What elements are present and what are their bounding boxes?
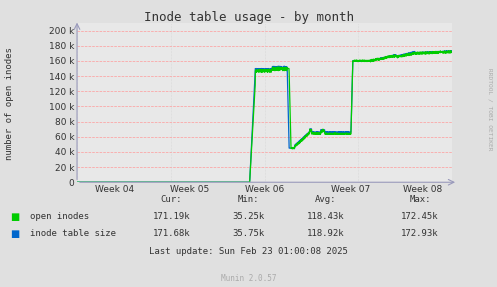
Text: ■: ■ [10,229,19,239]
Text: Max:: Max: [409,195,431,204]
Text: Inode table usage - by month: Inode table usage - by month [144,11,353,24]
Text: Munin 2.0.57: Munin 2.0.57 [221,274,276,283]
Text: Cur:: Cur: [161,195,182,204]
Text: Min:: Min: [238,195,259,204]
Text: 35.25k: 35.25k [233,212,264,221]
Text: 172.93k: 172.93k [401,229,439,238]
Text: ■: ■ [10,212,19,222]
Text: inode table size: inode table size [30,229,116,238]
Text: 118.43k: 118.43k [307,212,344,221]
Text: Last update: Sun Feb 23 01:00:08 2025: Last update: Sun Feb 23 01:00:08 2025 [149,247,348,256]
Text: RRDTOOL / TOBI OETIKER: RRDTOOL / TOBI OETIKER [487,68,492,150]
Text: 171.68k: 171.68k [153,229,190,238]
Text: 35.75k: 35.75k [233,229,264,238]
Text: 172.45k: 172.45k [401,212,439,221]
Text: 171.19k: 171.19k [153,212,190,221]
Text: open inodes: open inodes [30,212,89,221]
Text: 118.92k: 118.92k [307,229,344,238]
Text: number of open inodes: number of open inodes [5,47,14,160]
Text: Avg:: Avg: [315,195,336,204]
